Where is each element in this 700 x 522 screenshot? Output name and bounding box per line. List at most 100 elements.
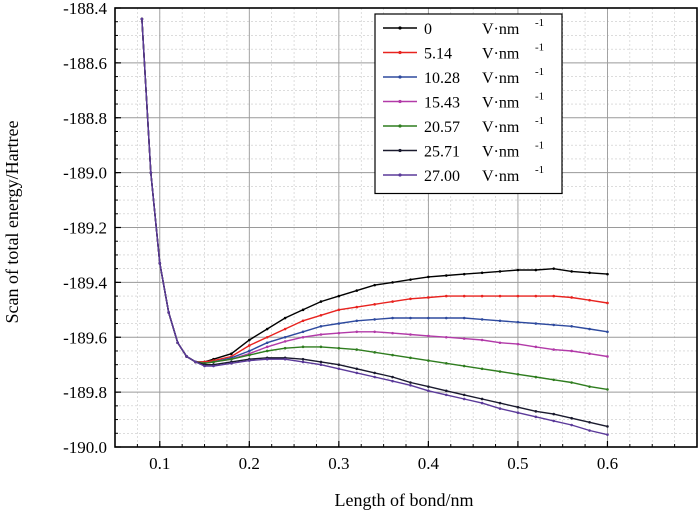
data-point xyxy=(516,342,520,346)
data-point xyxy=(480,397,484,401)
data-point xyxy=(570,416,573,420)
data-point xyxy=(462,397,466,401)
x-tick-label: 0.6 xyxy=(597,454,618,473)
data-point xyxy=(301,345,305,349)
data-point xyxy=(498,401,502,405)
data-point xyxy=(498,407,502,410)
data-point xyxy=(409,381,412,384)
data-point xyxy=(516,268,520,272)
data-point xyxy=(588,298,591,302)
data-point xyxy=(337,322,341,325)
legend-series-name: 27.00 xyxy=(424,168,460,185)
data-point xyxy=(570,381,573,384)
x-tick-label: 0.3 xyxy=(328,454,349,473)
data-point xyxy=(373,283,376,287)
data-point xyxy=(212,364,215,368)
data-point xyxy=(391,316,394,320)
data-point xyxy=(444,362,448,365)
data-point xyxy=(588,385,591,388)
legend-unit: V·nm xyxy=(482,21,520,38)
legend-exponent: -1 xyxy=(535,140,544,152)
data-point xyxy=(248,353,251,357)
y-tick-label: -188.6 xyxy=(63,54,107,73)
data-point xyxy=(570,296,573,299)
legend-marker xyxy=(398,124,402,128)
data-point xyxy=(444,274,448,277)
data-point xyxy=(462,337,466,340)
y-axis-label: Scan of total energy/Hartree xyxy=(2,120,22,323)
data-point xyxy=(230,357,233,361)
legend-unit: V·nm xyxy=(482,119,520,136)
data-point xyxy=(319,324,323,328)
data-point xyxy=(265,341,269,345)
data-point xyxy=(570,324,573,328)
data-point xyxy=(534,410,538,413)
data-point xyxy=(498,370,502,373)
legend-series-name: 5.14 xyxy=(424,46,452,63)
data-point xyxy=(283,346,287,350)
data-point xyxy=(444,294,448,298)
data-point xyxy=(301,319,305,323)
data-point xyxy=(462,316,466,320)
data-point xyxy=(391,281,394,284)
data-point xyxy=(373,330,376,334)
data-point xyxy=(176,341,179,345)
legend-marker xyxy=(398,173,402,177)
data-point xyxy=(167,311,171,314)
data-point xyxy=(319,360,323,364)
x-tick-label: 0.2 xyxy=(239,454,260,473)
data-point xyxy=(534,268,538,272)
data-point xyxy=(498,294,502,298)
data-point xyxy=(444,393,448,397)
data-point xyxy=(355,330,359,334)
y-tick-label: -189.8 xyxy=(63,383,107,402)
data-point xyxy=(444,316,448,320)
data-point xyxy=(606,425,609,428)
data-point xyxy=(534,375,538,379)
data-point xyxy=(462,393,466,397)
legend-unit: V·nm xyxy=(482,70,520,87)
legend-marker xyxy=(398,99,402,104)
data-point xyxy=(409,316,412,320)
data-point xyxy=(588,421,591,424)
data-point xyxy=(158,261,162,265)
legend: 0 V·nm -1 5.14 V·nm -1 10.28 V·nm -1 15.43 V·nm -1 2… xyxy=(374,13,563,195)
data-point xyxy=(283,357,287,361)
data-point xyxy=(498,319,502,323)
data-point xyxy=(462,364,466,368)
data-point xyxy=(319,314,323,317)
x-tick-label: 0.4 xyxy=(418,454,440,473)
data-point xyxy=(265,345,269,349)
data-point xyxy=(516,411,520,415)
data-point xyxy=(427,275,430,279)
data-point xyxy=(606,301,609,305)
data-point xyxy=(230,352,233,356)
data-point xyxy=(552,294,556,298)
data-point xyxy=(283,327,287,331)
legend-unit: V·nm xyxy=(482,144,520,161)
data-point xyxy=(552,378,556,382)
data-point xyxy=(319,333,323,336)
data-point xyxy=(516,405,520,409)
data-point xyxy=(534,294,538,298)
data-point xyxy=(391,300,394,303)
data-point xyxy=(373,303,376,306)
legend-series-name: 25.71 xyxy=(424,144,460,161)
data-point xyxy=(248,338,251,342)
legend-unit: V·nm xyxy=(482,46,520,63)
legend-unit: V·nm xyxy=(482,168,520,185)
data-point xyxy=(588,271,591,275)
data-point xyxy=(301,308,305,312)
y-tick-label: -188.8 xyxy=(63,109,107,128)
data-point xyxy=(552,323,556,327)
data-point xyxy=(462,272,466,276)
data-point xyxy=(283,335,287,339)
data-point xyxy=(606,433,609,436)
legend-series-name: 10.28 xyxy=(424,70,460,87)
axes-layer: 0.1 0.2 0.3 0.4 0.5 0.6 -188.4 -188.6 -188.8 -189… xyxy=(63,0,698,473)
legend-exponent: -1 xyxy=(535,115,544,127)
x-tick-label: 0.1 xyxy=(149,454,170,473)
y-tick-label: -189.6 xyxy=(63,328,107,347)
legend-series-name: 15.43 xyxy=(424,95,460,112)
legend-series-name: 20.57 xyxy=(424,119,460,136)
